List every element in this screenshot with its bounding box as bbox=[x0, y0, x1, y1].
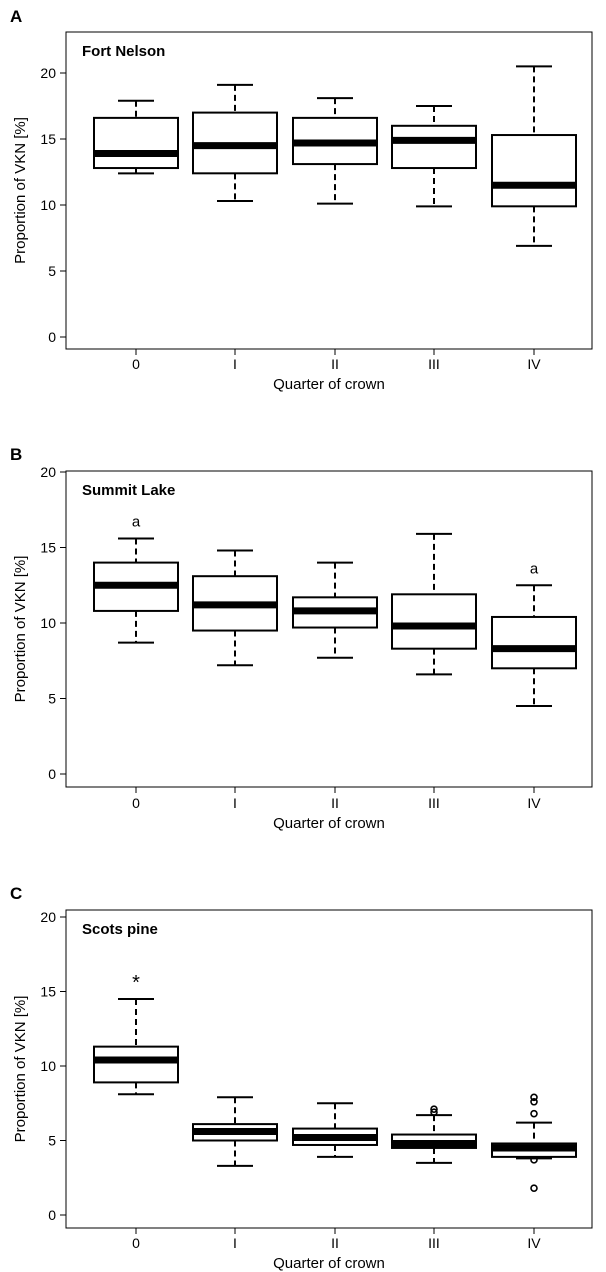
x-tick-label: IV bbox=[527, 795, 541, 811]
panel-title: Summit Lake bbox=[82, 482, 175, 499]
y-tick-label: 0 bbox=[48, 1207, 56, 1223]
y-tick-label: 5 bbox=[48, 1133, 56, 1149]
x-tick-label: III bbox=[428, 795, 440, 811]
x-tick-label: 0 bbox=[132, 795, 140, 811]
box-iqr bbox=[93, 116, 179, 170]
box-iqr bbox=[93, 1045, 179, 1084]
panel-letter: B bbox=[10, 445, 22, 464]
y-tick-label: 20 bbox=[40, 909, 56, 925]
y-tick-label: 10 bbox=[40, 615, 56, 631]
box-iqr bbox=[491, 615, 577, 670]
x-tick-label: 0 bbox=[132, 356, 140, 372]
significance-annotation: * bbox=[132, 972, 140, 994]
x-tick-label: III bbox=[428, 1235, 440, 1251]
x-tick-label: IV bbox=[527, 1235, 541, 1251]
y-axis-label: Proportion of VKN [%] bbox=[12, 556, 29, 703]
y-tick-label: 5 bbox=[48, 263, 56, 279]
outlier-point bbox=[430, 1108, 438, 1116]
y-tick-label: 0 bbox=[48, 766, 56, 782]
panel-title: Scots pine bbox=[82, 921, 158, 938]
box-iqr bbox=[491, 134, 577, 208]
x-axis-label: Quarter of crown bbox=[273, 1255, 385, 1272]
plot-frame bbox=[65, 31, 593, 350]
x-tick-label: III bbox=[428, 356, 440, 372]
outlier-point bbox=[530, 1093, 538, 1102]
y-tick-label: 20 bbox=[40, 464, 56, 480]
y-tick-label: 20 bbox=[40, 65, 56, 81]
x-tick-label: I bbox=[233, 795, 237, 811]
x-tick-label: I bbox=[233, 1235, 237, 1251]
panel-title: Fort Nelson bbox=[82, 43, 165, 60]
x-tick-label: 0 bbox=[132, 1235, 140, 1251]
x-axis-label: Quarter of crown bbox=[273, 815, 385, 832]
x-tick-label: II bbox=[331, 1235, 339, 1251]
outlier-point bbox=[530, 1109, 538, 1118]
y-tick-label: 15 bbox=[40, 131, 56, 147]
x-tick-label: I bbox=[233, 356, 237, 372]
box-iqr bbox=[391, 593, 477, 650]
outlier-point bbox=[530, 1097, 538, 1106]
box-iqr bbox=[391, 124, 477, 170]
y-tick-label: 10 bbox=[40, 1058, 56, 1074]
panel-letter: A bbox=[10, 7, 22, 26]
y-tick-label: 5 bbox=[48, 691, 56, 707]
y-tick-label: 15 bbox=[40, 540, 56, 556]
significance-annotation: a bbox=[132, 513, 141, 530]
x-tick-label: II bbox=[331, 356, 339, 372]
y-tick-label: 15 bbox=[40, 984, 56, 1000]
y-axis-label: Proportion of VKN [%] bbox=[12, 117, 29, 264]
x-tick-label: II bbox=[331, 795, 339, 811]
x-axis-label: Quarter of crown bbox=[273, 376, 385, 393]
y-tick-label: 10 bbox=[40, 197, 56, 213]
y-tick-label: 0 bbox=[48, 329, 56, 345]
plot-frame bbox=[65, 470, 593, 788]
plot-frame bbox=[65, 909, 593, 1229]
significance-annotation: a bbox=[530, 560, 539, 577]
outlier-point bbox=[430, 1105, 438, 1114]
outlier-point bbox=[530, 1156, 538, 1164]
outlier-point bbox=[530, 1184, 538, 1192]
x-tick-label: IV bbox=[527, 356, 541, 372]
panel-letter: C bbox=[10, 884, 22, 903]
y-axis-label: Proportion of VKN [%] bbox=[12, 996, 29, 1143]
